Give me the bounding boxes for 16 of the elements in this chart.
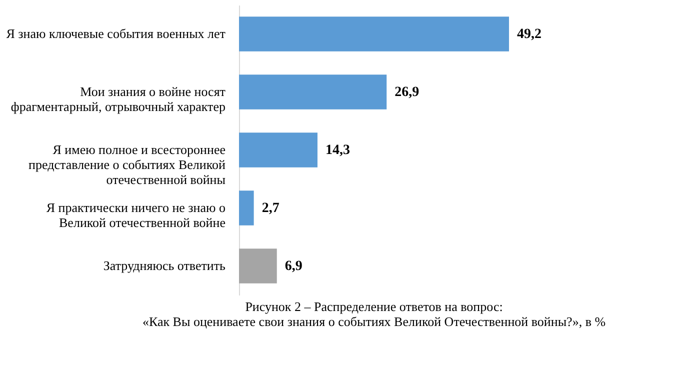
bar bbox=[239, 16, 509, 52]
data-label: 2,7 bbox=[262, 201, 280, 216]
bar bbox=[239, 132, 318, 168]
data-label: 14,3 bbox=[325, 143, 350, 158]
y-tick-label: Я практически ничего не знаю о Великой отечественной войне bbox=[46, 200, 226, 230]
bar bbox=[239, 74, 387, 110]
bar bbox=[239, 248, 277, 284]
bar bbox=[239, 190, 254, 226]
data-label: 26,9 bbox=[394, 85, 420, 100]
y-tick-label: Я знаю ключевые события военных лет bbox=[6, 26, 226, 41]
text: Рисунок 2 – Распределение ответов на вопрос: «Как Вы оцениваете свои знания о событиях Великой Отечественной войны?», в % bbox=[142, 299, 606, 329]
data-label: 6,9 bbox=[284, 259, 302, 274]
data-label: 49,2 bbox=[517, 27, 542, 42]
y-tick-label: Я имею полное и всестороннее представление о событиях Великой отечественной войны bbox=[28, 142, 226, 187]
y-tick-label: Мои знания о войне носят фрагментарный, отрывочный характер bbox=[10, 84, 226, 114]
y-tick-label: Затрудняюсь ответить bbox=[103, 258, 226, 273]
